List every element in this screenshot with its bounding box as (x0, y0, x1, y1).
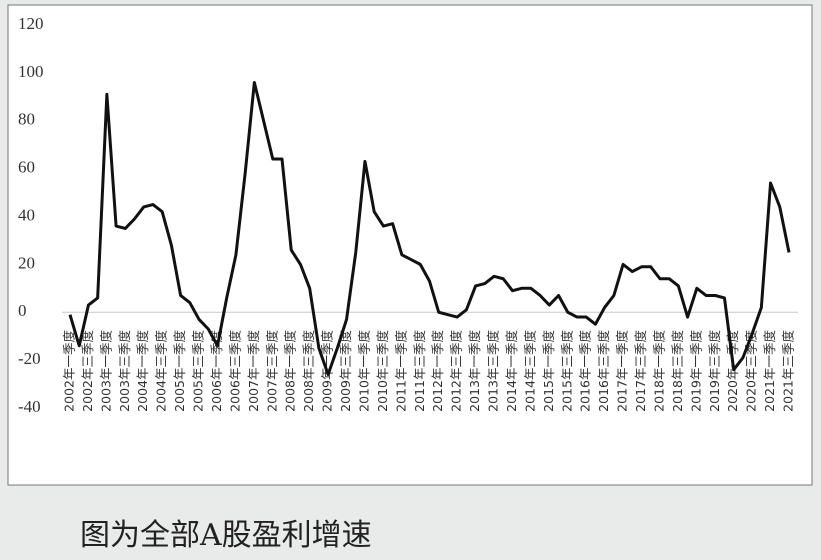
y-tick-label: 0 (18, 301, 27, 320)
x-tick-label: 2006年三季度 (227, 330, 242, 412)
x-tick-label: 2012年一季度 (430, 330, 445, 412)
y-tick-label: 20 (18, 253, 35, 272)
x-tick-label: 2020年三季度 (744, 330, 759, 412)
x-tick-label: 2011年三季度 (412, 330, 427, 412)
x-tick-label: 2002年三季度 (80, 330, 95, 412)
y-tick-label: 40 (18, 205, 35, 224)
x-tick-label: 2013年三季度 (486, 330, 501, 412)
x-tick-label: 2008年三季度 (301, 330, 316, 412)
x-tick-label: 2017年三季度 (633, 330, 648, 412)
x-tick-label: 2002年一季度 (62, 330, 77, 412)
x-tick-label: 2018年三季度 (670, 330, 685, 412)
x-tick-label: 2009年三季度 (338, 330, 353, 412)
y-tick-label: 100 (18, 62, 44, 81)
y-tick-label: -40 (18, 397, 41, 416)
x-tick-label: 2018年一季度 (651, 330, 666, 412)
x-tick-label: 2006年一季度 (209, 330, 224, 412)
x-tick-label: 2008年一季度 (283, 330, 298, 412)
x-tick-label: 2011年一季度 (393, 330, 408, 412)
y-tick-label: 120 (18, 14, 44, 33)
x-tick-label: 2019年一季度 (688, 330, 703, 412)
x-tick-label: 2007年一季度 (246, 330, 261, 412)
line-series (68, 80, 791, 376)
x-tick-label: 2015年三季度 (559, 330, 574, 412)
x-tick-label: 2004年一季度 (135, 330, 150, 412)
x-tick-label: 2010年一季度 (356, 330, 371, 412)
x-tick-label: 2021年一季度 (762, 330, 777, 412)
x-tick-label: 2003年一季度 (98, 330, 113, 412)
x-tick-label: 2013年一季度 (467, 330, 482, 412)
x-tick-label: 2005年三季度 (191, 330, 206, 412)
x-tick-label: 2005年一季度 (172, 330, 187, 412)
y-tick-label: -20 (18, 349, 41, 368)
x-tick-label: 2016年三季度 (596, 330, 611, 412)
x-tick-label: 2014年一季度 (504, 330, 519, 412)
x-tick-label: 2003年三季度 (117, 330, 132, 412)
x-tick-label: 2017年一季度 (615, 330, 630, 412)
x-tick-label: 2016年一季度 (578, 330, 593, 412)
y-tick-label: 80 (18, 110, 35, 129)
chart-frame (7, 4, 813, 486)
y-tick-label: 60 (18, 158, 35, 177)
x-tick-label: 2019年三季度 (707, 330, 722, 412)
x-tick-label: 2021年三季度 (781, 330, 796, 412)
caption: 图为全部A股盈利增速 (80, 518, 372, 553)
x-tick-label: 2015年一季度 (541, 330, 556, 412)
x-tick-label: 2004年三季度 (154, 330, 169, 412)
x-tick-label: 2014年三季度 (522, 330, 537, 412)
x-tick-label: 2007年三季度 (264, 330, 279, 412)
x-tick-label: 2012年三季度 (449, 330, 464, 412)
x-tick-label: 2010年三季度 (375, 330, 390, 412)
